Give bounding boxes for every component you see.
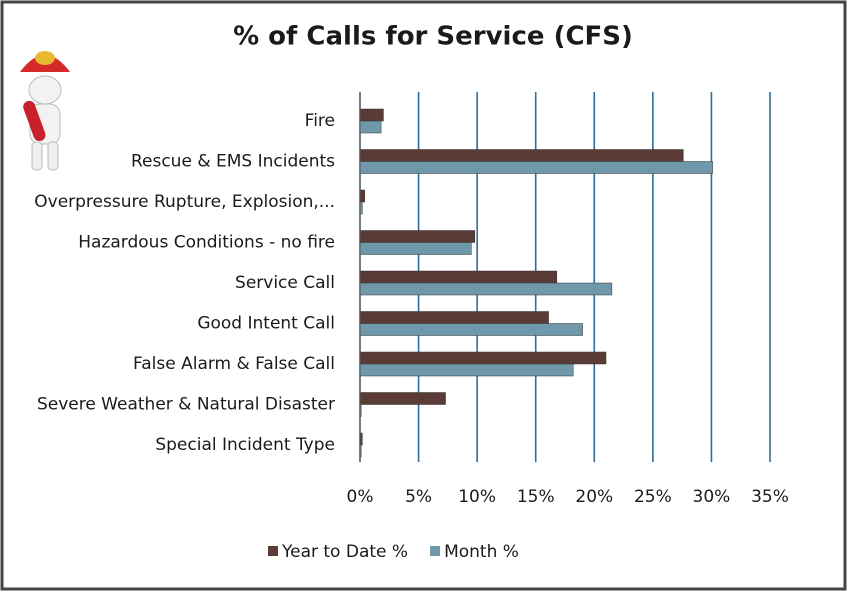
x-tick-label: 0% bbox=[347, 487, 374, 507]
y-tick-label: Hazardous Conditions - no fire bbox=[78, 233, 335, 253]
bar bbox=[360, 190, 365, 202]
y-tick-label: Overpressure Rupture, Explosion,... bbox=[34, 192, 335, 212]
x-tick-label: 10% bbox=[458, 487, 496, 507]
bar bbox=[360, 231, 475, 243]
legend-swatch bbox=[430, 546, 440, 556]
x-tick-label: 15% bbox=[517, 487, 555, 507]
x-tick-label: 35% bbox=[751, 487, 789, 507]
x-tick-label: 20% bbox=[575, 487, 613, 507]
x-tick-label: 25% bbox=[634, 487, 672, 507]
bar bbox=[360, 121, 381, 133]
bar bbox=[360, 393, 446, 405]
chart: % of Calls for Service (CFS) 0% 5% 10% 15% 2… bbox=[0, 0, 847, 593]
bar bbox=[360, 162, 713, 174]
chart-title: % of Calls for Service (CFS) bbox=[233, 22, 633, 52]
legend-label: Month % bbox=[444, 542, 519, 562]
bar bbox=[360, 312, 549, 324]
y-tick-label: Good Intent Call bbox=[197, 314, 335, 334]
x-tick-label: 30% bbox=[693, 487, 731, 507]
y-tick-label: Special Incident Type bbox=[155, 435, 335, 455]
y-tick-label: Fire bbox=[305, 111, 335, 131]
bar bbox=[360, 364, 573, 376]
y-tick-label: False Alarm & False Call bbox=[133, 354, 335, 374]
bar bbox=[360, 283, 612, 295]
y-tick-label: Rescue & EMS Incidents bbox=[131, 152, 335, 172]
y-tick-label: Service Call bbox=[235, 273, 335, 293]
bar bbox=[360, 324, 583, 336]
bar bbox=[360, 271, 557, 283]
bar bbox=[360, 150, 683, 162]
y-tick-label: Severe Weather & Natural Disaster bbox=[37, 395, 335, 415]
bar bbox=[360, 352, 606, 364]
bar bbox=[360, 109, 383, 121]
legend-swatch bbox=[268, 546, 278, 556]
bar bbox=[360, 243, 471, 255]
x-tick-label: 5% bbox=[405, 487, 432, 507]
legend-label: Year to Date % bbox=[281, 542, 408, 562]
